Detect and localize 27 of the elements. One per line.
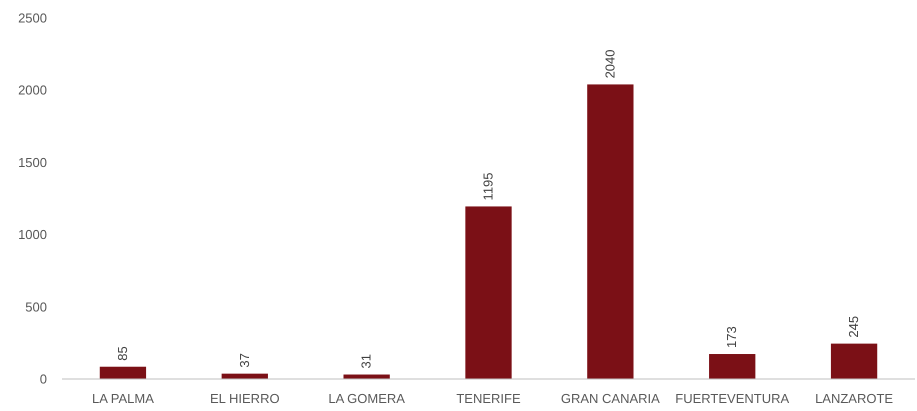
y-tick-label: 2000 xyxy=(18,82,47,98)
x-tick-label: TENERIFE xyxy=(456,391,521,406)
data-label: 85 xyxy=(114,346,130,361)
data-label: 173 xyxy=(724,326,740,348)
bar xyxy=(587,84,634,379)
bar xyxy=(100,366,146,379)
bar xyxy=(709,354,756,379)
data-label: 1195 xyxy=(480,172,496,200)
x-tick-label: LA PALMA xyxy=(92,391,154,406)
data-label: 31 xyxy=(358,354,374,369)
x-tick-label: FUERTEVENTURA xyxy=(675,391,790,406)
data-label: 2040 xyxy=(602,50,618,78)
y-tick-label: 500 xyxy=(25,299,47,314)
bar xyxy=(465,206,512,379)
x-tick-label: LANZAROTE xyxy=(815,391,894,406)
x-tick-label: EL HIERRO xyxy=(210,391,280,406)
data-label: 37 xyxy=(236,353,252,368)
bar xyxy=(343,374,390,379)
y-tick-label: 1500 xyxy=(18,154,47,170)
bar xyxy=(222,374,268,379)
x-tick-label: GRAN CANARIA xyxy=(560,391,660,406)
y-tick-label: 0 xyxy=(40,372,47,386)
data-label: 245 xyxy=(846,316,862,338)
x-tick-label: LA GOMERA xyxy=(328,391,406,406)
y-tick-label: 2500 xyxy=(18,10,47,26)
y-tick-label: 1000 xyxy=(18,227,47,242)
bar xyxy=(830,344,878,379)
